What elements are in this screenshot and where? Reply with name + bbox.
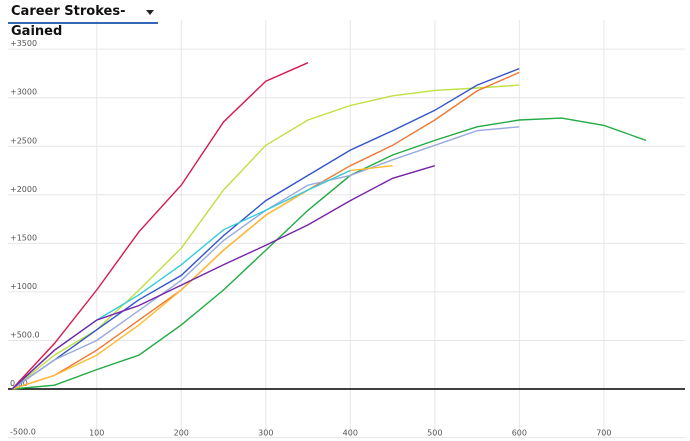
y-tick-label: +2000 xyxy=(10,185,37,194)
dropdown-arrow[interactable] xyxy=(146,10,154,15)
x-tick-label: 300 xyxy=(258,429,273,438)
x-tick-label: 500 xyxy=(427,429,442,438)
metric-dropdown[interactable]: Career Strokes-Gained xyxy=(8,2,158,39)
series-line xyxy=(11,62,309,390)
x-tick-label: 600 xyxy=(512,429,527,438)
y-tick-label: +3000 xyxy=(10,88,37,97)
y-tick-label: -500.0 xyxy=(10,428,36,437)
x-tick-label: 200 xyxy=(174,429,189,438)
y-tick-label: +2500 xyxy=(10,136,37,145)
y-tick-label: +3500 xyxy=(10,39,37,48)
series-line xyxy=(12,117,647,390)
x-tick-label: 100 xyxy=(89,429,104,438)
dropdown-label[interactable]: Career Strokes-Gained xyxy=(11,4,126,39)
y-tick-label: +1500 xyxy=(10,233,37,242)
y-tick-label: +500.0 xyxy=(10,330,40,339)
y-tick-label: +1000 xyxy=(10,282,37,291)
x-tick-label: 400 xyxy=(343,429,358,438)
series-line xyxy=(11,165,393,390)
x-tick-label: 700 xyxy=(596,429,611,438)
series-line xyxy=(11,165,436,390)
series-line xyxy=(11,67,520,390)
